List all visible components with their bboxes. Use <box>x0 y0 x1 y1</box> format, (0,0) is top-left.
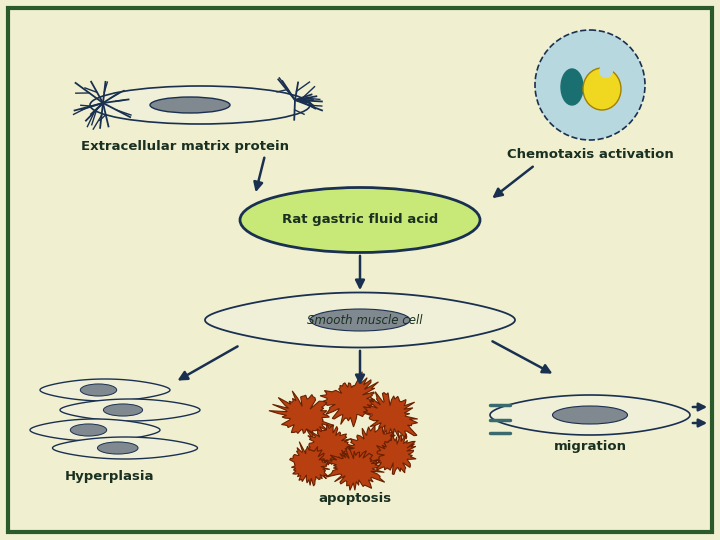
Text: Rat gastric fluid acid: Rat gastric fluid acid <box>282 213 438 226</box>
Text: migration: migration <box>554 440 626 453</box>
Polygon shape <box>40 379 170 401</box>
Ellipse shape <box>552 406 628 424</box>
Polygon shape <box>363 392 418 442</box>
Ellipse shape <box>240 187 480 253</box>
Polygon shape <box>490 395 690 435</box>
Ellipse shape <box>71 424 107 436</box>
Ellipse shape <box>599 64 613 78</box>
Ellipse shape <box>97 442 138 454</box>
Polygon shape <box>344 426 395 468</box>
Polygon shape <box>30 419 160 441</box>
Polygon shape <box>307 424 354 465</box>
Text: Hyperplasia: Hyperplasia <box>66 470 155 483</box>
Polygon shape <box>321 447 384 490</box>
Text: Extracellular matrix protein: Extracellular matrix protein <box>81 140 289 153</box>
Polygon shape <box>269 391 334 436</box>
Ellipse shape <box>150 97 230 113</box>
Polygon shape <box>60 399 200 421</box>
Text: Chemotaxis activation: Chemotaxis activation <box>507 148 673 161</box>
Ellipse shape <box>561 69 583 105</box>
Polygon shape <box>289 442 330 486</box>
Polygon shape <box>205 293 515 348</box>
Ellipse shape <box>90 86 310 124</box>
Text: apoptosis: apoptosis <box>318 492 392 505</box>
Ellipse shape <box>310 309 410 331</box>
Text: Smooth muscle cell: Smooth muscle cell <box>307 314 423 327</box>
Ellipse shape <box>104 404 143 416</box>
Polygon shape <box>53 437 197 459</box>
Polygon shape <box>320 372 381 427</box>
Polygon shape <box>376 434 416 475</box>
Ellipse shape <box>81 384 117 396</box>
Ellipse shape <box>535 30 645 140</box>
Ellipse shape <box>583 68 621 110</box>
